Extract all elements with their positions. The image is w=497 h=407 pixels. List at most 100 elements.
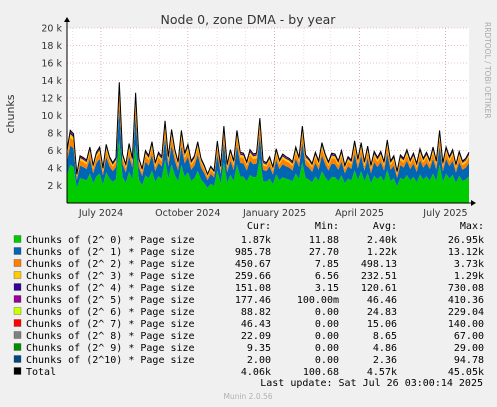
legend-header-max: Max: xyxy=(460,221,484,232)
legend-swatch xyxy=(13,247,22,255)
legend-value-avg: 1.22k xyxy=(367,247,397,258)
legend-value-avg: 498.13 xyxy=(361,259,397,270)
legend-value-avg: 46.46 xyxy=(367,295,397,306)
legend-value-min: 0.00 xyxy=(315,355,339,366)
x-tick-label: April 2025 xyxy=(335,208,384,219)
y-tick-label: 20 k xyxy=(41,24,62,35)
legend-value-cur: 985.78 xyxy=(235,247,271,258)
legend-series-name: Chunks of (2^ 0) * Page size xyxy=(26,235,195,246)
legend-series-name: Chunks of (2^10) * Page size xyxy=(26,355,195,366)
legend-swatch xyxy=(13,343,22,351)
legend-value-cur: 22.09 xyxy=(241,331,271,342)
legend-swatch xyxy=(13,319,22,327)
legend-series-name: Chunks of (2^ 3) * Page size xyxy=(26,271,195,282)
series-area-2 xyxy=(67,94,469,181)
legend-swatch xyxy=(13,331,22,339)
legend-value-cur: 4.06k xyxy=(241,367,271,378)
legend-value-min: 7.85 xyxy=(315,259,339,270)
legend-value-min: 3.15 xyxy=(315,283,339,294)
legend-series-name: Chunks of (2^ 2) * Page size xyxy=(26,259,195,270)
legend-series-name: Chunks of (2^ 1) * Page size xyxy=(26,247,195,258)
last-update: Last update: Sat Jul 26 03:00:14 2025 xyxy=(260,378,483,389)
legend-value-avg: 2.36 xyxy=(373,355,397,366)
y-tick-label: 2 k xyxy=(47,181,62,192)
y-axis-label: chunks xyxy=(4,94,17,133)
legend-value-max: 140.00 xyxy=(448,319,484,330)
legend-series-name: Chunks of (2^ 6) * Page size xyxy=(26,307,195,318)
legend-value-min: 11.88 xyxy=(309,235,339,246)
y-tick-label: 18 k xyxy=(41,41,62,52)
legend-value-avg: 8.65 xyxy=(373,331,397,342)
x-axis-arrow xyxy=(471,200,476,206)
y-tick-label: 14 k xyxy=(41,76,62,87)
y-tick-label: 16 k xyxy=(41,59,62,70)
chart-title: Node 0, zone DMA - by year xyxy=(161,12,337,27)
legend-value-min: 100.68 xyxy=(303,367,339,378)
legend-value-cur: 46.43 xyxy=(241,319,271,330)
y-tick-label: 6 k xyxy=(47,146,62,157)
legend-value-min: 6.56 xyxy=(315,271,339,282)
rrdtool-credit: RRDTOOL / TOBI OETIKER xyxy=(483,22,492,119)
legend-value-min: 0.00 xyxy=(315,319,339,330)
legend-value-max: 730.08 xyxy=(448,283,484,294)
series-line-total xyxy=(66,82,470,176)
legend-header-avg: Avg: xyxy=(373,221,397,232)
axis-ticks: 2 k 4 k 6 k 8 k 10 k 12 k 14 k 16 k 18 k 20 k July… xyxy=(41,24,467,220)
legend-swatch xyxy=(13,355,22,363)
legend-value-cur: 151.08 xyxy=(235,283,271,294)
x-tick-label: January 2025 xyxy=(242,208,306,219)
legend-value-max: 13.12k xyxy=(448,247,484,258)
legend-value-cur: 2.00 xyxy=(247,355,271,366)
legend-value-min: 0.00 xyxy=(315,307,339,318)
legend-series-name: Chunks of (2^ 9) * Page size xyxy=(26,343,195,354)
x-tick-label: October 2024 xyxy=(155,208,220,219)
x-tick-label: July 2025 xyxy=(422,208,467,219)
legend-value-max: 3.73k xyxy=(454,259,484,270)
legend-header-cur: Cur: xyxy=(247,221,271,232)
axes xyxy=(64,17,476,206)
munin-footer: Munin 2.0.56 xyxy=(223,392,272,401)
series-area-0 xyxy=(67,139,469,203)
legend-value-avg: 2.40k xyxy=(367,235,397,246)
legend-series-name: Chunks of (2^ 7) * Page size xyxy=(26,319,195,330)
x-tick-label: July 2024 xyxy=(78,208,123,219)
legend-value-cur: 9.35 xyxy=(247,343,271,354)
legend-value-min: 0.00 xyxy=(315,343,339,354)
y-axis-arrow xyxy=(64,17,70,22)
legend-value-max: 410.36 xyxy=(448,295,484,306)
legend-value-cur: 259.66 xyxy=(235,271,271,282)
legend-value-max: 45.05k xyxy=(448,367,484,378)
legend-value-max: 26.95k xyxy=(448,235,484,246)
legend-value-max: 29.00 xyxy=(454,343,484,354)
legend-value-max: 67.00 xyxy=(454,331,484,342)
legend-series-name: Chunks of (2^ 8) * Page size xyxy=(26,331,195,342)
legend-value-max: 229.04 xyxy=(448,307,484,318)
series-area-1 xyxy=(67,107,469,188)
legend-swatch xyxy=(13,307,22,315)
legend-swatch xyxy=(13,259,22,267)
legend: Cur: Min: Avg: Max: Chunks of (2^ 0) * Page … xyxy=(13,221,484,378)
legend-value-min: 0.00 xyxy=(315,331,339,342)
legend-value-cur: 177.46 xyxy=(235,295,271,306)
legend-value-avg: 232.51 xyxy=(361,271,397,282)
legend-value-max: 1.29k xyxy=(454,271,484,282)
legend-value-min: 27.70 xyxy=(309,247,339,258)
legend-series-name: Chunks of (2^ 5) * Page size xyxy=(26,295,195,306)
legend-value-cur: 450.67 xyxy=(235,259,271,270)
legend-swatch xyxy=(13,271,22,279)
series-area-3 xyxy=(67,88,469,177)
legend-swatch xyxy=(13,367,22,375)
legend-value-max: 94.78 xyxy=(454,355,484,366)
legend-value-avg: 120.61 xyxy=(361,283,397,294)
series-areas xyxy=(66,82,470,203)
legend-swatch xyxy=(13,235,22,243)
y-tick-label: 4 k xyxy=(47,164,62,175)
legend-swatch xyxy=(13,295,22,303)
legend-series-name: Chunks of (2^ 4) * Page size xyxy=(26,283,195,294)
legend-value-cur: 1.87k xyxy=(241,235,271,246)
legend-series-name: Total xyxy=(26,367,56,378)
legend-header-min: Min: xyxy=(315,221,339,232)
y-tick-label: 12 k xyxy=(41,94,62,105)
legend-value-avg: 4.86 xyxy=(373,343,397,354)
